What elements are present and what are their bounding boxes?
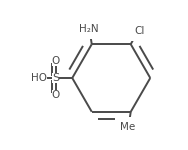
Text: Cl: Cl <box>135 26 145 36</box>
Text: O: O <box>52 90 60 99</box>
Text: Me: Me <box>120 122 135 132</box>
Text: O: O <box>52 57 60 66</box>
Text: H₂N: H₂N <box>79 24 99 34</box>
Text: HO: HO <box>31 73 47 83</box>
Text: S: S <box>52 73 59 83</box>
